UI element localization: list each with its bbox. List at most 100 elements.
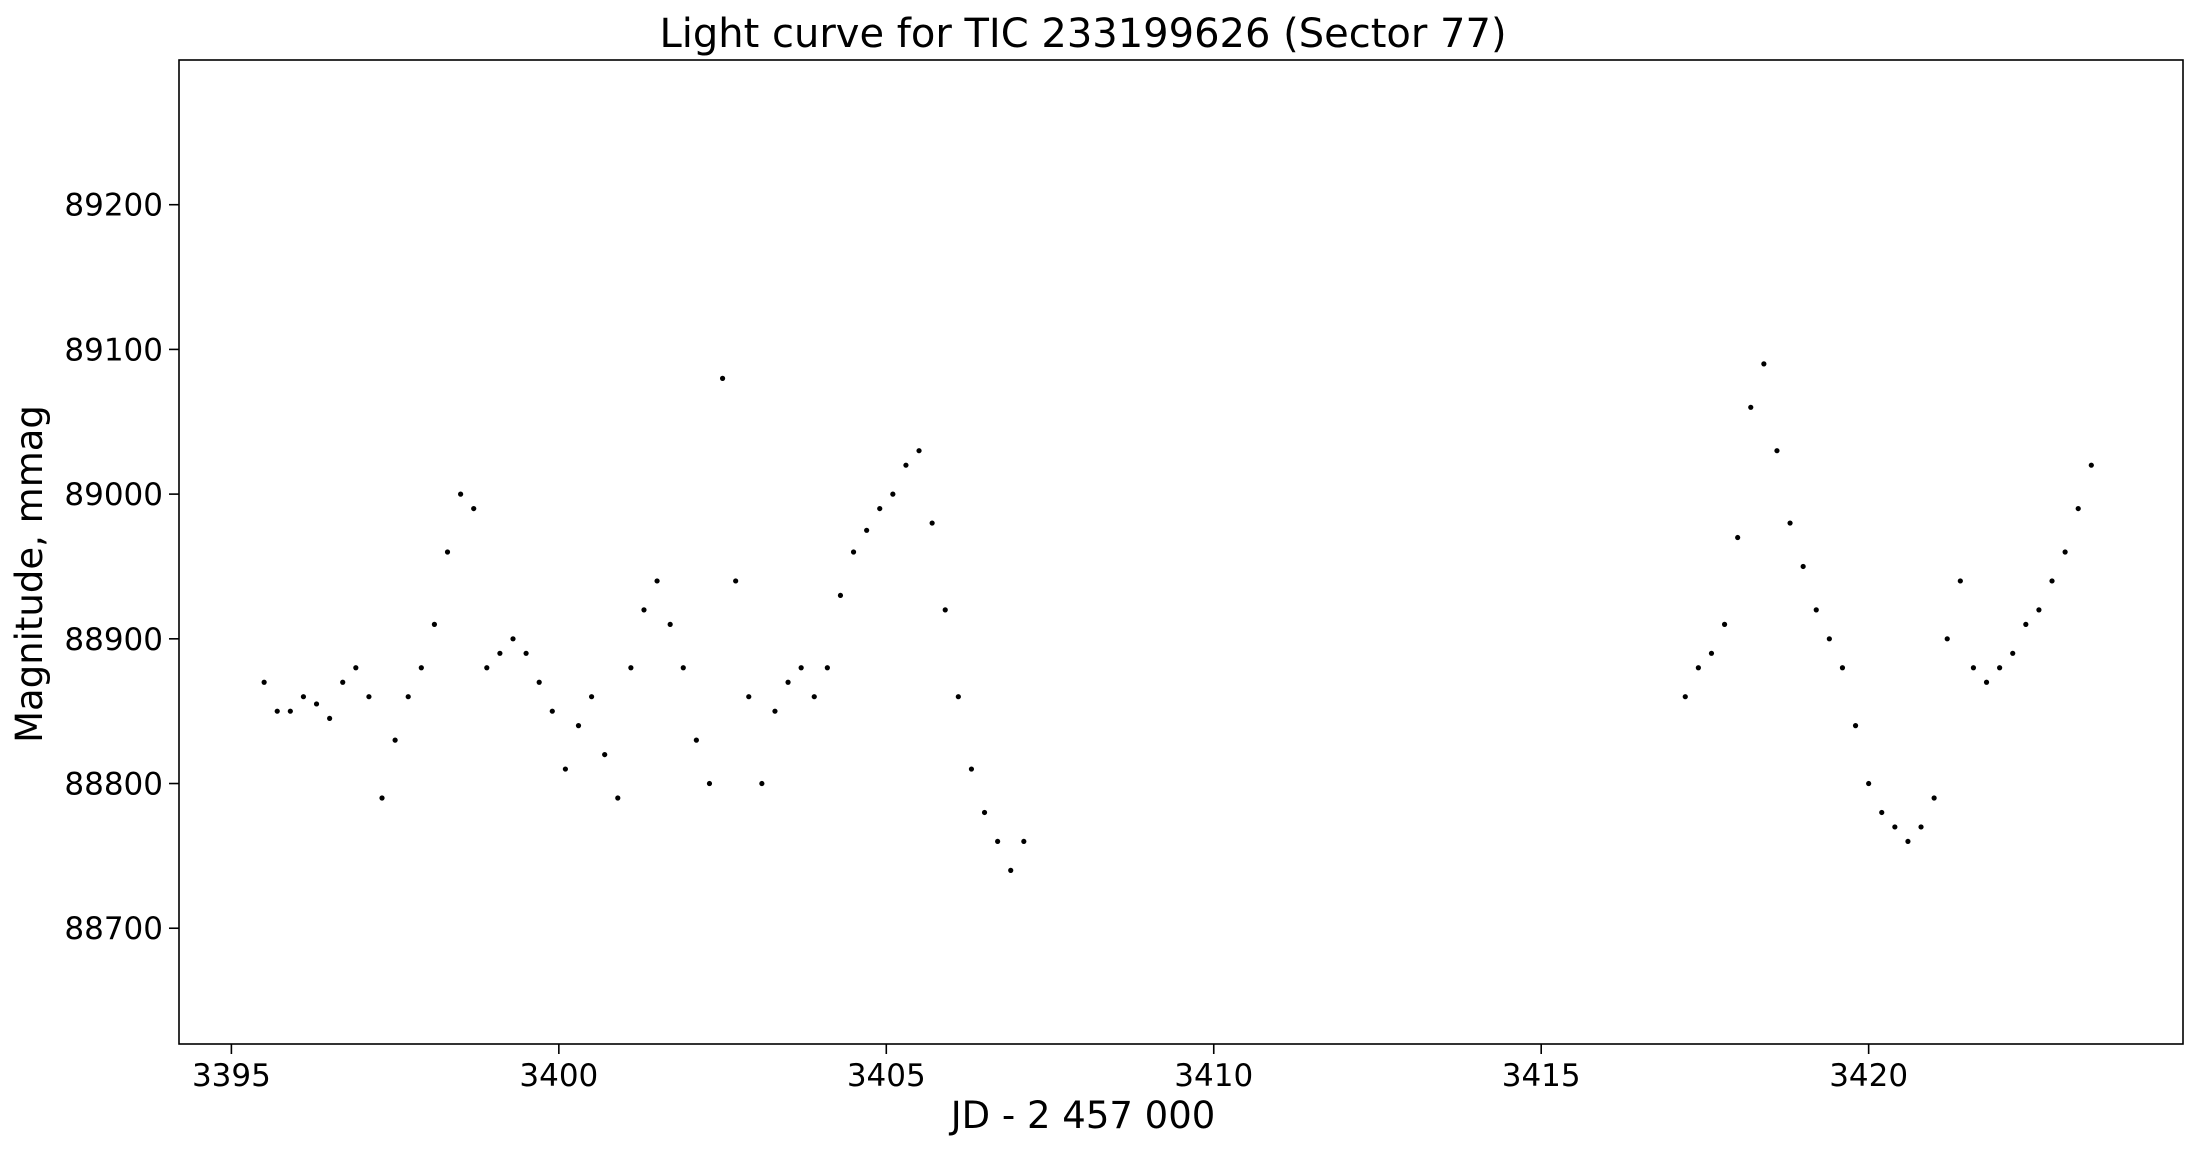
data-point [759,780,765,787]
data-point [995,838,1001,845]
data-point [484,665,490,671]
data-point [353,665,359,671]
data-point [313,701,320,707]
y-axis-label: Magnitude, mmag [8,405,51,743]
data-point [2075,505,2081,512]
data-point [1826,636,1832,642]
y-tick-label: 88900 [64,622,163,658]
data-point [2088,462,2094,468]
data-point [864,527,870,533]
x-axis-ticks: 3395 3400 3405 3410 3415 3420 [192,1044,1908,1094]
data-point [2010,650,2016,656]
data-point [300,694,307,700]
x-tick-label: 3400 [519,1058,598,1094]
data-point [1774,448,1780,454]
data-point [654,578,660,584]
data-point [274,708,280,714]
data-point [1905,838,1911,845]
data-point [1800,563,1806,570]
data-point [798,665,804,671]
data-point [1748,404,1754,410]
data-point [706,780,713,787]
data-point [903,462,909,468]
data-point [471,505,477,512]
data-point [575,723,582,729]
data-point [916,448,922,454]
data-point [549,708,555,714]
data-point [1787,520,1793,526]
data-point [641,607,647,613]
x-tick-label: 3415 [1502,1058,1581,1094]
data-point [693,737,699,743]
data-point [1761,361,1767,367]
data-points [261,361,2094,873]
y-tick-label: 88800 [64,767,163,803]
data-point [536,679,542,685]
data-point [628,665,634,671]
data-point [562,766,568,772]
data-point [588,694,595,700]
data-point [418,665,424,671]
data-point [929,520,935,526]
x-tick-label: 3395 [192,1058,271,1094]
x-tick-label: 3420 [1829,1058,1908,1094]
data-point [458,491,464,497]
y-axis-ticks: 88700 88800 88900 89000 89100 89200 [64,188,179,947]
data-point [1957,578,1963,584]
data-point [2062,549,2068,555]
data-point [837,592,844,599]
data-point [942,607,948,613]
data-point [1983,679,1990,685]
data-point [1813,607,1819,613]
data-point [2049,578,2055,584]
data-point [1735,534,1741,541]
data-point [287,708,293,714]
data-point [733,578,739,584]
data-point [1944,636,1950,642]
data-point [379,795,385,801]
data-point [444,549,451,555]
data-point [602,751,608,758]
data-point [785,679,791,685]
y-tick-label: 89000 [64,477,163,513]
x-tick-label: 3410 [1174,1058,1253,1094]
y-tick-label: 89100 [64,332,163,368]
data-point [327,715,333,722]
data-point [1695,665,1701,671]
data-point [1892,824,1898,830]
data-point [2023,621,2029,627]
data-point [772,708,778,714]
data-point [366,694,372,700]
data-point [1997,665,2003,671]
data-point [1682,694,1688,700]
data-point [405,694,411,700]
data-point [719,375,726,381]
y-tick-label: 89200 [64,188,163,224]
data-point [1852,723,1859,729]
data-point [615,795,621,801]
data-point [1866,780,1872,787]
data-point [1970,665,1977,671]
data-point [1839,665,1846,671]
data-point [968,766,975,772]
data-point [261,679,267,685]
data-point [824,665,830,671]
data-point [955,694,961,700]
data-point [1721,621,1728,627]
data-point [877,505,883,512]
data-point [523,650,529,656]
x-tick-label: 3405 [847,1058,926,1094]
data-point [680,665,686,671]
data-point [497,650,503,656]
data-point [746,694,752,700]
data-point [1708,650,1715,656]
data-point [340,679,346,685]
data-point [392,737,398,743]
chart-title: Light curve for TIC 233199626 (Sector 77… [659,11,1506,57]
y-tick-label: 88700 [64,911,163,947]
data-point [850,549,857,555]
data-point [890,491,896,497]
data-point [2036,607,2042,613]
data-point [981,809,988,816]
